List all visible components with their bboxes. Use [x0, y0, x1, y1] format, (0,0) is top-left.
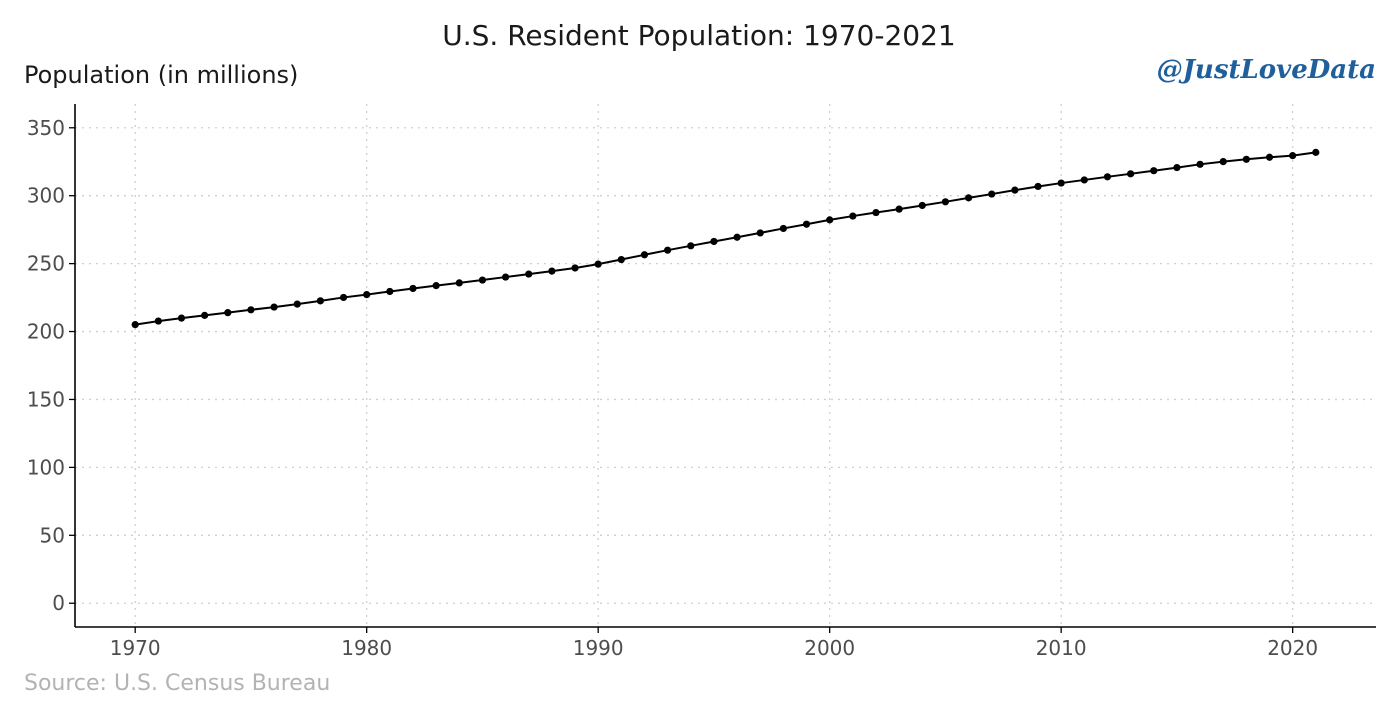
- y-tick-label-150: 150: [27, 387, 65, 411]
- chart-title: U.S. Resident Population: 1970-2021: [442, 19, 955, 52]
- grid: [75, 104, 1376, 627]
- y-tick-label-200: 200: [27, 320, 65, 344]
- data-point-2018: [1242, 155, 1250, 163]
- data-point-2013: [1127, 170, 1135, 178]
- data-point-1983: [432, 282, 440, 290]
- data-point-1980: [363, 290, 371, 299]
- data-point-1982: [409, 284, 417, 293]
- data-point-2003: [895, 205, 903, 213]
- data-point-2011: [1080, 176, 1088, 184]
- data-point-1979: [339, 293, 348, 302]
- data-point-1990: [594, 260, 602, 268]
- x-tick-label-1980: 1980: [341, 636, 392, 660]
- data-point-2001: [849, 212, 857, 220]
- data-point-1978: [316, 297, 324, 305]
- data-point-2012: [1103, 173, 1112, 181]
- y-tick-label-0: 0: [52, 591, 65, 615]
- y-axis-title: Population (in millions): [24, 61, 298, 89]
- data-point-1976: [270, 303, 278, 311]
- data-point-2016: [1196, 160, 1204, 168]
- data-point-2006: [964, 194, 973, 202]
- x-tick-label-1970: 1970: [110, 636, 161, 660]
- data-point-2017: [1219, 157, 1227, 166]
- data-point-2020: [1289, 152, 1297, 160]
- data-point-1989: [571, 264, 579, 272]
- series-line: [135, 151, 1316, 326]
- data-point-1999: [802, 220, 811, 228]
- data-point-1974: [224, 309, 232, 317]
- data-point-1985: [478, 276, 487, 284]
- y-tick-label-100: 100: [27, 455, 65, 479]
- data-point-1997: [756, 229, 764, 237]
- data-point-1991: [617, 255, 625, 264]
- data-point-1993: [664, 246, 672, 254]
- data-point-1970: [131, 321, 139, 329]
- data-point-1996: [733, 233, 741, 241]
- data-point-1971: [154, 317, 162, 325]
- data-point-1984: [455, 279, 463, 287]
- data-point-2021: [1312, 148, 1320, 156]
- data-point-1987: [525, 270, 533, 278]
- data-point-1994: [687, 242, 695, 250]
- data-point-1992: [640, 251, 649, 259]
- data-point-1972: [177, 314, 186, 322]
- data-point-2015: [1173, 163, 1181, 172]
- data-point-2014: [1150, 167, 1158, 175]
- data-point-1988: [548, 267, 556, 275]
- data-point-2007: [988, 190, 996, 198]
- data-point-1998: [779, 224, 787, 233]
- x-tick-label-2010: 2010: [1036, 636, 1087, 660]
- data-point-1975: [247, 306, 255, 314]
- watermark: @JustLoveData: [1157, 55, 1376, 85]
- data-point-1973: [201, 311, 209, 319]
- y-tick-label-250: 250: [27, 252, 65, 276]
- data-point-2002: [872, 208, 880, 217]
- y-tick-label-50: 50: [40, 523, 65, 547]
- data-point-1981: [386, 287, 394, 296]
- data-point-2005: [941, 198, 950, 206]
- data-point-1977: [293, 300, 301, 308]
- source-caption: Source: U.S. Census Bureau: [24, 671, 330, 696]
- data-point-2009: [1034, 182, 1042, 191]
- data-point-2000: [826, 216, 834, 224]
- data-point-2004: [918, 201, 926, 210]
- data-point-2008: [1011, 186, 1019, 194]
- x-tick-label-2020: 2020: [1267, 636, 1318, 660]
- x-tick-label-2000: 2000: [804, 636, 855, 660]
- data-point-1995: [710, 237, 718, 246]
- series: [131, 148, 1320, 329]
- y-tick-label-350: 350: [27, 116, 65, 140]
- axes: 0 50 100 150 200 250 300 350 1970 1980 1990 2000 201…: [27, 104, 1376, 660]
- data-point-2019: [1265, 153, 1274, 161]
- data-point-2010: [1057, 179, 1065, 187]
- x-tick-label-1990: 1990: [573, 636, 624, 660]
- y-tick-label-300: 300: [27, 184, 65, 208]
- data-point-1986: [501, 273, 510, 281]
